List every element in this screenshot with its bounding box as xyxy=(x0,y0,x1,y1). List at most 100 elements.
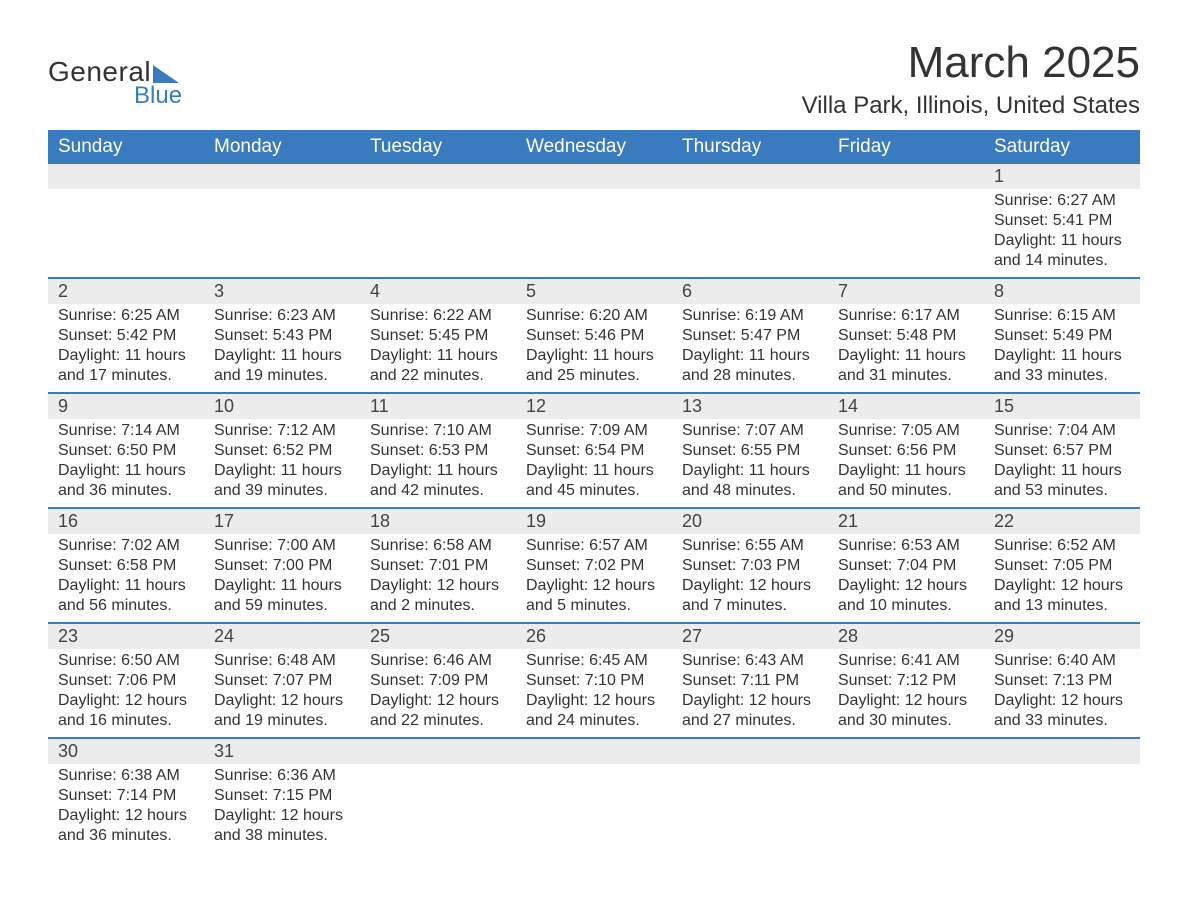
weekday-header: Friday xyxy=(828,130,984,164)
daylight-text-2: and 19 minutes. xyxy=(214,366,350,386)
day-number-cell: 26 xyxy=(516,623,672,649)
daylight-text-2: and 13 minutes. xyxy=(994,596,1130,616)
day-number-cell xyxy=(48,164,204,189)
day-number-cell xyxy=(360,164,516,189)
day-details-row: Sunrise: 6:38 AMSunset: 7:14 PMDaylight:… xyxy=(48,764,1140,852)
sunrise-text: Sunrise: 6:38 AM xyxy=(58,766,194,786)
daylight-text-2: and 36 minutes. xyxy=(58,826,194,846)
sunset-text: Sunset: 7:10 PM xyxy=(526,671,662,691)
day-details-row: Sunrise: 6:27 AMSunset: 5:41 PMDaylight:… xyxy=(48,189,1140,278)
day-number-cell: 12 xyxy=(516,393,672,419)
day-detail-cell: Sunrise: 7:05 AMSunset: 6:56 PMDaylight:… xyxy=(828,419,984,508)
day-detail-cell: Sunrise: 7:09 AMSunset: 6:54 PMDaylight:… xyxy=(516,419,672,508)
daylight-text-1: Daylight: 12 hours xyxy=(526,576,662,596)
day-detail-cell xyxy=(48,189,204,278)
daylight-text-2: and 27 minutes. xyxy=(682,711,818,731)
day-number-row: 3031 xyxy=(48,738,1140,764)
day-detail-cell: Sunrise: 6:22 AMSunset: 5:45 PMDaylight:… xyxy=(360,304,516,393)
weekday-header-row: Sunday Monday Tuesday Wednesday Thursday… xyxy=(48,130,1140,164)
day-number-cell: 18 xyxy=(360,508,516,534)
daylight-text-1: Daylight: 11 hours xyxy=(682,346,818,366)
day-detail-cell: Sunrise: 6:36 AMSunset: 7:15 PMDaylight:… xyxy=(204,764,360,852)
sunrise-text: Sunrise: 6:17 AM xyxy=(838,306,974,326)
location: Villa Park, Illinois, United States xyxy=(802,92,1140,120)
sunset-text: Sunset: 7:01 PM xyxy=(370,556,506,576)
daylight-text-2: and 2 minutes. xyxy=(370,596,506,616)
day-number-cell: 20 xyxy=(672,508,828,534)
day-number-cell xyxy=(204,164,360,189)
sunrise-text: Sunrise: 7:02 AM xyxy=(58,536,194,556)
daylight-text-2: and 28 minutes. xyxy=(682,366,818,386)
title-block: March 2025 Villa Park, Illinois, United … xyxy=(802,38,1140,120)
day-detail-cell: Sunrise: 6:17 AMSunset: 5:48 PMDaylight:… xyxy=(828,304,984,393)
day-number-cell: 2 xyxy=(48,278,204,304)
sunset-text: Sunset: 7:13 PM xyxy=(994,671,1130,691)
daylight-text-1: Daylight: 12 hours xyxy=(838,576,974,596)
daylight-text-1: Daylight: 12 hours xyxy=(58,806,194,826)
day-detail-cell: Sunrise: 7:02 AMSunset: 6:58 PMDaylight:… xyxy=(48,534,204,623)
logo-text-sub: Blue xyxy=(134,82,182,110)
sunset-text: Sunset: 7:12 PM xyxy=(838,671,974,691)
daylight-text-1: Daylight: 11 hours xyxy=(526,461,662,481)
day-detail-cell: Sunrise: 6:53 AMSunset: 7:04 PMDaylight:… xyxy=(828,534,984,623)
day-number-row: 2345678 xyxy=(48,278,1140,304)
daylight-text-2: and 39 minutes. xyxy=(214,481,350,501)
sunrise-text: Sunrise: 7:10 AM xyxy=(370,421,506,441)
sunrise-text: Sunrise: 6:25 AM xyxy=(58,306,194,326)
sunset-text: Sunset: 6:56 PM xyxy=(838,441,974,461)
daylight-text-1: Daylight: 12 hours xyxy=(370,576,506,596)
day-number-cell: 29 xyxy=(984,623,1140,649)
sunset-text: Sunset: 7:09 PM xyxy=(370,671,506,691)
day-number-cell: 9 xyxy=(48,393,204,419)
sunset-text: Sunset: 6:57 PM xyxy=(994,441,1130,461)
day-detail-cell: Sunrise: 6:55 AMSunset: 7:03 PMDaylight:… xyxy=(672,534,828,623)
sunrise-text: Sunrise: 6:19 AM xyxy=(682,306,818,326)
sunset-text: Sunset: 7:05 PM xyxy=(994,556,1130,576)
day-number-cell: 14 xyxy=(828,393,984,419)
daylight-text-2: and 59 minutes. xyxy=(214,596,350,616)
header: General Blue March 2025 Villa Park, Illi… xyxy=(48,38,1140,120)
sunrise-text: Sunrise: 7:14 AM xyxy=(58,421,194,441)
daylight-text-1: Daylight: 12 hours xyxy=(214,806,350,826)
day-detail-cell xyxy=(516,764,672,852)
weekday-header: Monday xyxy=(204,130,360,164)
daylight-text-1: Daylight: 12 hours xyxy=(994,576,1130,596)
day-number-cell: 11 xyxy=(360,393,516,419)
sunrise-text: Sunrise: 6:22 AM xyxy=(370,306,506,326)
daylight-text-1: Daylight: 12 hours xyxy=(838,691,974,711)
daylight-text-1: Daylight: 11 hours xyxy=(370,346,506,366)
day-number-cell: 3 xyxy=(204,278,360,304)
sunrise-text: Sunrise: 6:23 AM xyxy=(214,306,350,326)
day-detail-cell: Sunrise: 6:43 AMSunset: 7:11 PMDaylight:… xyxy=(672,649,828,738)
daylight-text-2: and 5 minutes. xyxy=(526,596,662,616)
logo-triangle-icon xyxy=(153,65,179,83)
daylight-text-1: Daylight: 11 hours xyxy=(838,461,974,481)
sunset-text: Sunset: 6:53 PM xyxy=(370,441,506,461)
daylight-text-2: and 25 minutes. xyxy=(526,366,662,386)
weekday-header: Tuesday xyxy=(360,130,516,164)
day-number-cell: 31 xyxy=(204,738,360,764)
sunset-text: Sunset: 7:11 PM xyxy=(682,671,818,691)
sunset-text: Sunset: 7:03 PM xyxy=(682,556,818,576)
day-number-row: 1 xyxy=(48,164,1140,189)
sunrise-text: Sunrise: 6:15 AM xyxy=(994,306,1130,326)
sunrise-text: Sunrise: 7:00 AM xyxy=(214,536,350,556)
sunrise-text: Sunrise: 7:05 AM xyxy=(838,421,974,441)
daylight-text-2: and 17 minutes. xyxy=(58,366,194,386)
day-number-cell: 16 xyxy=(48,508,204,534)
sunrise-text: Sunrise: 6:45 AM xyxy=(526,651,662,671)
day-number-cell: 5 xyxy=(516,278,672,304)
day-detail-cell: Sunrise: 6:45 AMSunset: 7:10 PMDaylight:… xyxy=(516,649,672,738)
sunrise-text: Sunrise: 6:36 AM xyxy=(214,766,350,786)
day-number-row: 23242526272829 xyxy=(48,623,1140,649)
day-number-cell: 10 xyxy=(204,393,360,419)
sunrise-text: Sunrise: 6:27 AM xyxy=(994,191,1130,211)
daylight-text-1: Daylight: 12 hours xyxy=(214,691,350,711)
sunrise-text: Sunrise: 6:57 AM xyxy=(526,536,662,556)
day-detail-cell: Sunrise: 6:52 AMSunset: 7:05 PMDaylight:… xyxy=(984,534,1140,623)
weekday-header: Thursday xyxy=(672,130,828,164)
sunrise-text: Sunrise: 6:20 AM xyxy=(526,306,662,326)
daylight-text-1: Daylight: 11 hours xyxy=(682,461,818,481)
sunrise-text: Sunrise: 6:53 AM xyxy=(838,536,974,556)
day-number-cell: 23 xyxy=(48,623,204,649)
